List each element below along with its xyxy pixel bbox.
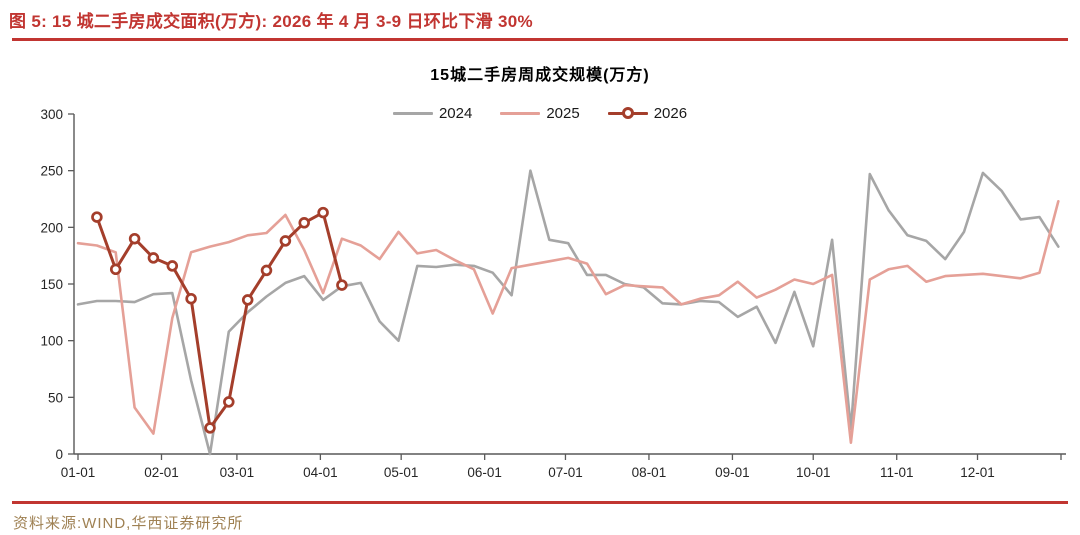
legend-item-2024: 2024	[392, 104, 473, 122]
data-point-marker-2026	[166, 260, 179, 272]
data-point-marker-2026	[298, 217, 310, 229]
chart-legend: 2024 2025 2026	[0, 102, 1080, 124]
x-tick-label: 02-01	[144, 465, 179, 480]
series-line-2025	[76, 200, 1060, 445]
x-tick-label: 03-01	[220, 465, 255, 480]
y-tick-label: 0	[55, 447, 63, 462]
source-note: 资料来源:WIND,华西证券研究所	[13, 515, 244, 532]
y-tick-label: 150	[40, 277, 63, 292]
legend-item-2025: 2025	[500, 104, 580, 122]
footer-divider	[12, 501, 1068, 504]
figure-caption: 图 5: 15 城二手房成交面积(万方): 2026 年 4 月 3-9 日环比…	[9, 12, 533, 31]
y-tick-label: 200	[40, 220, 63, 235]
legend-marker-ring	[621, 107, 634, 119]
legend-label: 2026	[653, 104, 688, 122]
y-tick-label: 50	[48, 390, 63, 405]
data-point-marker-2026	[185, 292, 197, 305]
x-tick-label: 05-01	[384, 465, 419, 480]
data-point-marker-2026	[91, 211, 103, 223]
x-tick-label: 01-01	[61, 465, 96, 480]
data-point-marker-2026	[204, 422, 216, 434]
legend-item-2026: 2026	[607, 104, 688, 122]
data-point-marker-2026	[223, 396, 235, 408]
data-point-marker-2026	[260, 264, 273, 277]
x-tick-label: 09-01	[715, 465, 750, 480]
series-line-2024	[76, 169, 1060, 456]
x-tick-label: 12-01	[960, 465, 995, 480]
x-tick-label: 11-01	[880, 465, 914, 480]
caption-divider	[12, 38, 1068, 41]
chart-title: 15城二手房周成交规模(万方)	[430, 67, 650, 84]
y-tick-label: 300	[40, 107, 63, 122]
data-point-marker-2026	[336, 279, 348, 291]
data-point-marker-2026	[241, 294, 254, 306]
x-tick-label: 10-01	[796, 465, 831, 480]
x-tick-label: 08-01	[632, 465, 667, 480]
legend-swatch-2025	[500, 111, 541, 115]
data-point-marker-2026	[147, 252, 160, 264]
data-point-marker-2026	[317, 206, 329, 219]
legend-label: 2024	[438, 104, 473, 122]
x-tick-label: 07-01	[548, 465, 583, 480]
x-tick-label: 06-01	[467, 465, 502, 480]
y-tick-label: 100	[40, 334, 63, 349]
legend-swatch-2026	[607, 107, 648, 119]
data-point-marker-2026	[109, 263, 122, 276]
y-tick-label: 250	[40, 164, 63, 179]
x-tick-label: 04-01	[303, 465, 338, 480]
legend-swatch-2024	[392, 111, 433, 115]
data-point-marker-2026	[279, 235, 292, 247]
data-point-marker-2026	[128, 232, 141, 245]
legend-label: 2025	[546, 104, 580, 122]
